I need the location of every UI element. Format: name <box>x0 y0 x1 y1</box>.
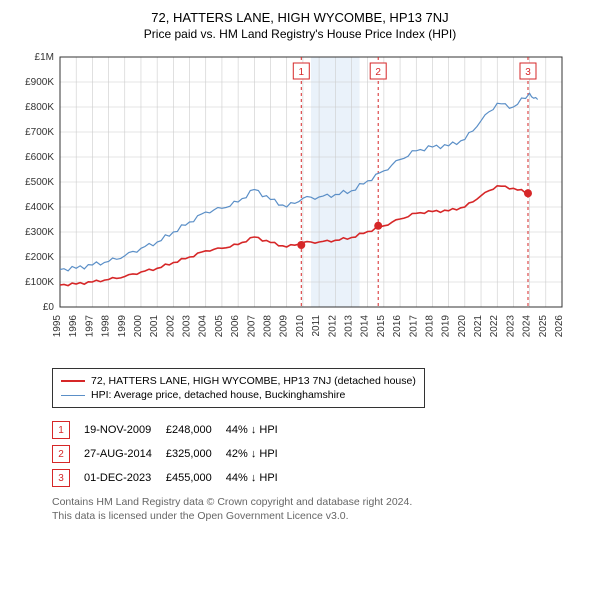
svg-text:2000: 2000 <box>133 315 144 338</box>
legend-label: 72, HATTERS LANE, HIGH WYCOMBE, HP13 7NJ… <box>91 375 416 387</box>
chart-title: 72, HATTERS LANE, HIGH WYCOMBE, HP13 7NJ <box>12 10 588 25</box>
svg-text:1997: 1997 <box>84 315 95 338</box>
annotation-delta: 44% ↓ HPI <box>226 466 292 490</box>
annotation-number-icon: 3 <box>52 469 70 487</box>
svg-text:£200K: £200K <box>25 252 54 263</box>
svg-text:3: 3 <box>525 67 531 78</box>
svg-text:1995: 1995 <box>52 315 63 338</box>
footer-line1: Contains HM Land Registry data © Crown c… <box>52 496 412 508</box>
svg-text:£800K: £800K <box>25 102 54 113</box>
svg-text:2023: 2023 <box>505 315 516 338</box>
chart-area: £0 £100K £200K £300K £400K £500K £600K £700K £80… <box>12 47 588 362</box>
svg-text:2004: 2004 <box>198 315 209 338</box>
legend-swatch <box>61 395 85 396</box>
svg-text:1999: 1999 <box>117 315 128 338</box>
svg-text:2021: 2021 <box>473 315 484 338</box>
svg-text:2017: 2017 <box>408 315 419 338</box>
svg-text:£1M: £1M <box>35 52 54 63</box>
annotation-row: 3 01-DEC-2023£455,00044% ↓ HPI <box>52 466 292 490</box>
legend-swatch <box>61 380 85 382</box>
chart-container: 72, HATTERS LANE, HIGH WYCOMBE, HP13 7NJ… <box>0 0 600 531</box>
annotation-delta: 42% ↓ HPI <box>226 442 292 466</box>
svg-text:£100K: £100K <box>25 277 54 288</box>
annotation-price: £248,000 <box>166 418 226 442</box>
svg-text:2009: 2009 <box>279 315 290 338</box>
footer-line2: This data is licensed under the Open Gov… <box>52 510 349 522</box>
legend-item: 72, HATTERS LANE, HIGH WYCOMBE, HP13 7NJ… <box>61 375 416 387</box>
svg-text:2: 2 <box>375 67 381 78</box>
svg-text:2005: 2005 <box>214 315 225 338</box>
svg-text:2003: 2003 <box>182 315 193 338</box>
annotation-date: 19-NOV-2009 <box>84 418 166 442</box>
svg-text:£400K: £400K <box>25 202 54 213</box>
svg-text:2006: 2006 <box>230 315 241 338</box>
svg-text:2002: 2002 <box>165 315 176 338</box>
legend: 72, HATTERS LANE, HIGH WYCOMBE, HP13 7NJ… <box>52 368 425 408</box>
annotation-date: 27-AUG-2014 <box>84 442 166 466</box>
svg-text:2008: 2008 <box>263 315 274 338</box>
annotation-price: £325,000 <box>166 442 226 466</box>
annotation-price: £455,000 <box>166 466 226 490</box>
svg-text:1998: 1998 <box>101 315 112 338</box>
svg-text:2015: 2015 <box>376 315 387 338</box>
footer-text: Contains HM Land Registry data © Crown c… <box>52 496 588 523</box>
svg-text:2010: 2010 <box>295 315 306 338</box>
chart-subtitle: Price paid vs. HM Land Registry's House … <box>12 27 588 41</box>
annotation-row: 1 19-NOV-2009£248,00044% ↓ HPI <box>52 418 292 442</box>
svg-text:2026: 2026 <box>554 315 565 338</box>
svg-text:2014: 2014 <box>360 315 371 338</box>
svg-text:£300K: £300K <box>25 227 54 238</box>
svg-text:2024: 2024 <box>522 315 533 338</box>
svg-text:2013: 2013 <box>343 315 354 338</box>
svg-text:2025: 2025 <box>538 315 549 338</box>
annotation-number-icon: 2 <box>52 445 70 463</box>
annotation-table: 1 19-NOV-2009£248,00044% ↓ HPI 2 27-AUG-201… <box>52 418 292 490</box>
svg-text:1996: 1996 <box>68 315 79 338</box>
svg-text:2012: 2012 <box>327 315 338 338</box>
svg-text:£600K: £600K <box>25 152 54 163</box>
svg-text:2011: 2011 <box>311 315 322 337</box>
annotation-delta: 44% ↓ HPI <box>226 418 292 442</box>
legend-label: HPI: Average price, detached house, Buck… <box>91 389 345 401</box>
svg-text:2018: 2018 <box>424 315 435 338</box>
svg-text:£500K: £500K <box>25 177 54 188</box>
svg-text:2019: 2019 <box>441 315 452 338</box>
svg-text:2001: 2001 <box>149 315 160 338</box>
annotation-date: 01-DEC-2023 <box>84 466 166 490</box>
svg-text:2022: 2022 <box>489 315 500 338</box>
annotation-number-icon: 1 <box>52 421 70 439</box>
svg-text:£700K: £700K <box>25 127 54 138</box>
svg-text:2007: 2007 <box>246 315 257 338</box>
legend-item: HPI: Average price, detached house, Buck… <box>61 389 416 401</box>
svg-text:2016: 2016 <box>392 315 403 338</box>
svg-text:1: 1 <box>299 67 305 78</box>
svg-text:£900K: £900K <box>25 77 54 88</box>
line-chart-svg: £0 £100K £200K £300K £400K £500K £600K £700K £80… <box>12 47 572 357</box>
svg-text:2020: 2020 <box>457 315 468 338</box>
annotation-row: 2 27-AUG-2014£325,00042% ↓ HPI <box>52 442 292 466</box>
svg-text:£0: £0 <box>43 302 55 313</box>
